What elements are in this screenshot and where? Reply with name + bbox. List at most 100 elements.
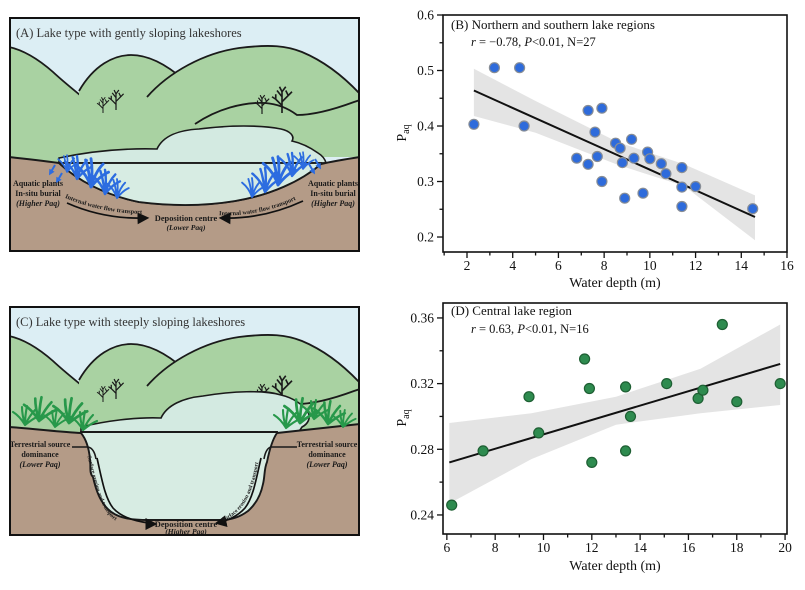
x-axis-label: Water depth (m)	[569, 559, 661, 574]
plot-border	[442, 302, 788, 535]
chart-stats: r = −0.78, P<0.01, N=27	[471, 35, 596, 49]
data-point	[644, 153, 656, 165]
panel-c-border	[9, 306, 360, 536]
x-tick-label: 20	[778, 540, 792, 555]
x-tick-label: 18	[730, 540, 744, 555]
panel-c-title: (C) Lake type with steeply sloping lakes…	[16, 315, 245, 329]
svg-text:Paq: Paq	[395, 124, 412, 141]
y-tick-label: 0.5	[417, 63, 434, 78]
data-point	[655, 158, 667, 170]
data-point	[579, 353, 591, 365]
data-point	[676, 200, 688, 213]
data-point	[488, 62, 501, 74]
data-point	[616, 157, 628, 169]
erosion-arrow-left	[96, 457, 158, 530]
x-tick-label: 2	[464, 258, 471, 273]
flow-arrow-left	[66, 202, 150, 225]
data-point	[747, 203, 759, 215]
data-point	[614, 142, 626, 154]
data-point	[774, 377, 786, 390]
data-point	[628, 152, 640, 164]
x-tick-label: 10	[643, 258, 657, 273]
y-tick-label: 0.6	[417, 8, 434, 23]
data-point	[692, 392, 704, 405]
aquatic-label-right-line3: (Higher Paq)	[311, 199, 355, 208]
panel-a-diagram: Internal water flow transport Internal w…	[9, 17, 360, 252]
plot-border	[442, 14, 788, 253]
data-point	[523, 391, 535, 403]
aquatic-label-left-line2: In-situ burial	[15, 189, 61, 198]
data-point	[620, 445, 632, 457]
data-point	[571, 152, 583, 164]
scatter-plot-b: 2 4 6 8 10 12 14 16 0.2 0.3 0.4 0.5 0.6 (B) Northern …	[395, 8, 794, 292]
terrestrial-label-left-line2: dominance	[21, 450, 59, 459]
terrestrial-label-right-line1: Terrestrial source	[297, 440, 358, 449]
svg-text:Paq: Paq	[395, 409, 412, 426]
x-tick-label: 12	[689, 258, 703, 273]
data-point	[637, 187, 649, 199]
y-tick-label: 0.28	[410, 442, 434, 457]
data-point	[589, 126, 601, 138]
regression-line	[449, 362, 781, 464]
data-point	[586, 456, 598, 468]
aquatic-label-right-line1: Aquatic plants	[308, 179, 358, 188]
y-tick-label: 0.32	[410, 376, 434, 391]
data-point	[690, 180, 702, 193]
data-point	[661, 377, 673, 390]
data-point	[619, 192, 631, 204]
data-point	[533, 427, 545, 439]
y-tick-label: 0.36	[410, 310, 434, 325]
deposition-centre-sublabel: (Higher Paq)	[165, 527, 207, 536]
aquatic-label-left-line1: Aquatic plants	[13, 179, 63, 188]
chart-b-northern-southern-regions: 2 4 6 8 10 12 14 16 0.2 0.3 0.4 0.5 0.6 (B) Northern …	[395, 0, 805, 292]
scatter-plot-d: 6 8 10 12 14 16 18 20 0.24 0.28 0.32 0.36 (D) Centra…	[395, 302, 792, 574]
x-tick-label: 16	[682, 540, 696, 555]
data-point	[697, 384, 709, 396]
terrestrial-label-left-line3: (Lower Paq)	[19, 460, 60, 469]
data-point	[676, 181, 688, 193]
aquatic-label-left-line3: (Higher Paq)	[16, 199, 60, 208]
leader-line-right	[263, 446, 297, 460]
chart-d-central-region: 6 8 10 12 14 16 18 20 0.24 0.28 0.32 0.36 (D) Centra…	[395, 293, 805, 585]
data-point	[591, 150, 603, 163]
data-point	[518, 120, 530, 132]
deposition-centre-label: Deposition centre	[155, 214, 218, 223]
x-tick-label: 10	[537, 540, 551, 555]
y-tick-label: 0.24	[410, 507, 434, 522]
deposition-centre-sublabel: (Lower Paq)	[166, 223, 205, 232]
leader-line-left	[72, 446, 97, 460]
data-point	[676, 162, 688, 174]
x-tick-label: 16	[780, 258, 794, 273]
regression-line	[473, 89, 756, 218]
data-point	[626, 133, 638, 145]
y-axis-label: Paq	[395, 409, 412, 426]
deposition-centre-label: Deposition centre	[155, 520, 218, 529]
data-point	[596, 175, 608, 188]
data-point	[731, 396, 743, 408]
panel-c-diagram: Surface erosion and transport Surface er…	[9, 306, 360, 536]
x-tick-label: 8	[492, 540, 499, 555]
data-point	[596, 102, 608, 114]
terrestrial-label-left-line1: Terrestrial source	[10, 440, 71, 449]
chart-stats: r = 0.63, P<0.01, N=16	[471, 322, 589, 336]
data-point	[477, 445, 489, 457]
y-axis-label: Paq	[395, 124, 412, 141]
data-point	[624, 410, 637, 423]
y-tick-label: 0.4	[417, 119, 434, 134]
x-axis-label: Water depth (m)	[569, 276, 661, 291]
chart-title: (D) Central lake region	[451, 303, 572, 318]
data-point	[468, 118, 480, 130]
lake-water	[80, 431, 278, 521]
erosion-arrow-right	[214, 457, 262, 527]
data-point	[582, 158, 594, 170]
panel-a-border	[9, 17, 360, 252]
lake-far-shore	[58, 125, 328, 164]
y-tick-label: 0.3	[417, 174, 434, 189]
panel-a-title: (A) Lake type with gently sloping lakesh…	[16, 26, 242, 40]
flow-arrow-right	[218, 200, 304, 225]
x-tick-label: 14	[633, 540, 647, 555]
x-tick-label: 12	[585, 540, 599, 555]
x-tick-label: 6	[555, 258, 562, 273]
data-point	[620, 381, 632, 393]
